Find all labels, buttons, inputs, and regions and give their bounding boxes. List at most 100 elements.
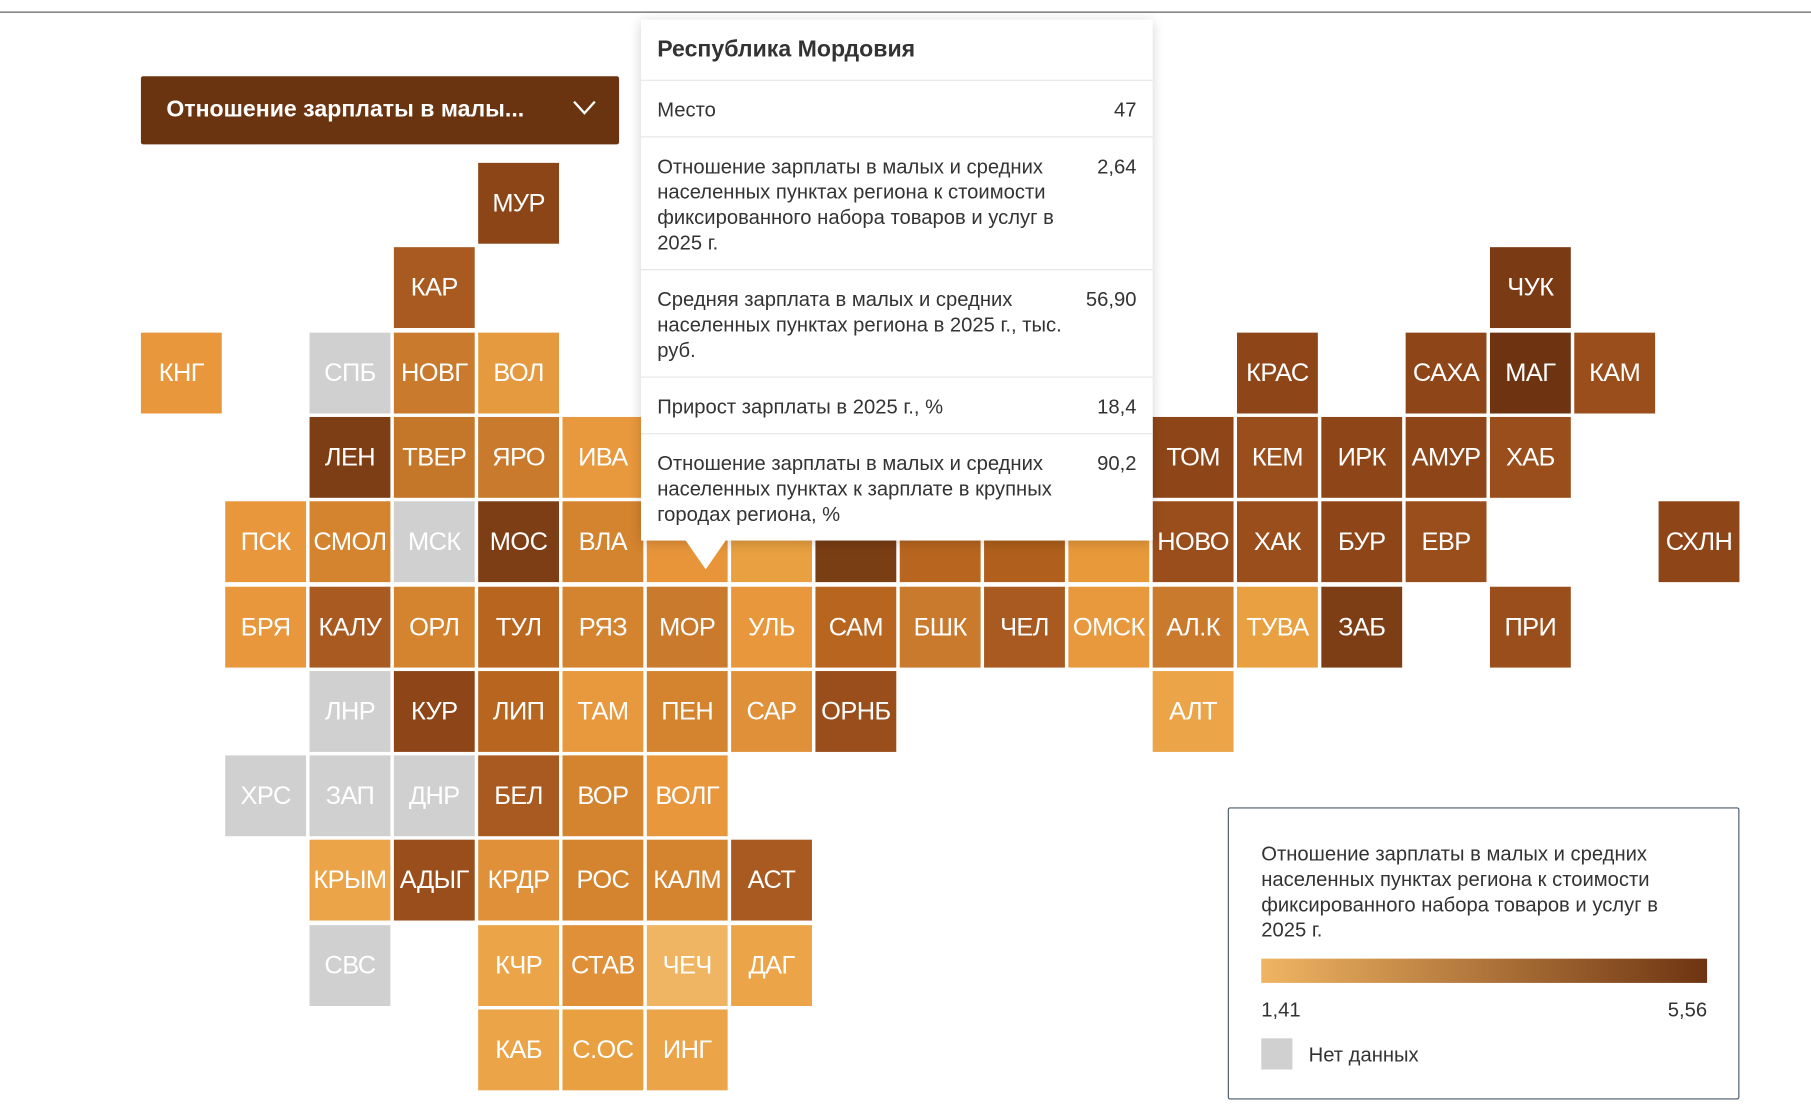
tooltip-row: Место 47 bbox=[641, 79, 1153, 137]
region-tile[interactable]: АЛТ bbox=[1152, 670, 1234, 752]
region-tile[interactable]: ЧЕЧ bbox=[646, 924, 728, 1006]
tooltip-row: Средняя зарплата в малых и средних насел… bbox=[641, 269, 1153, 376]
indicator-dropdown[interactable]: Отношение зарплаты в малы... bbox=[140, 76, 620, 145]
region-tile[interactable]: ВОЛ bbox=[478, 332, 560, 414]
region-tile[interactable]: РЯЗ bbox=[562, 586, 644, 668]
region-tile[interactable]: КАЛМ bbox=[646, 840, 728, 921]
region-tile[interactable]: ЛИП bbox=[478, 670, 560, 752]
region-code: РЯЗ bbox=[578, 611, 628, 641]
region-code: КРАС bbox=[1246, 357, 1309, 387]
region-tile[interactable]: КНГ bbox=[140, 332, 222, 414]
region-tile[interactable]: ТВЕР bbox=[393, 416, 475, 498]
region-tile[interactable]: ЛНР bbox=[309, 670, 391, 752]
region-code: КРДР bbox=[487, 865, 550, 895]
region-tile[interactable]: АДЫГ bbox=[393, 840, 475, 921]
region-tile[interactable]: С.ОС bbox=[562, 1009, 644, 1091]
region-tile[interactable]: САХА bbox=[1405, 332, 1487, 414]
region-tile[interactable]: ИВА bbox=[562, 416, 644, 498]
region-code: ЧУК bbox=[1507, 272, 1554, 302]
region-tile[interactable]: БШК bbox=[899, 586, 981, 668]
region-tile[interactable]: НОВО bbox=[1152, 501, 1234, 583]
region-tile[interactable]: КРАС bbox=[1237, 332, 1318, 414]
region-tile[interactable]: ОМСК bbox=[1068, 586, 1150, 668]
region-tile[interactable]: ЛЕН bbox=[309, 416, 391, 498]
region-code: САМ bbox=[828, 611, 884, 641]
region-tile[interactable]: ИРК bbox=[1321, 416, 1403, 498]
region-tile[interactable]: ТУЛ bbox=[478, 586, 560, 668]
region-tile[interactable]: КРЫМ bbox=[309, 840, 391, 921]
region-tile[interactable]: ХАК bbox=[1237, 501, 1318, 583]
region-tile[interactable]: КАМ bbox=[1574, 332, 1656, 414]
region-tile[interactable]: МОС bbox=[478, 501, 560, 583]
region-code: АСТ bbox=[747, 865, 796, 895]
region-tile[interactable]: БУР bbox=[1321, 501, 1403, 583]
region-code: КАМ bbox=[1589, 357, 1641, 387]
region-code: ОРНБ bbox=[821, 696, 891, 726]
tooltip-row-label: Отношение зарплаты в малых и средних нас… bbox=[657, 154, 1054, 255]
region-tile[interactable]: ЧУК bbox=[1489, 247, 1571, 329]
tooltip-row-value: 56,90 bbox=[1085, 287, 1137, 311]
legend-title: Отношение зарплаты в малых и средних нас… bbox=[1261, 841, 1658, 942]
region-tile[interactable]: ДНР bbox=[393, 755, 475, 837]
region-tile[interactable]: ВОР bbox=[562, 755, 644, 837]
region-tile[interactable]: МОР bbox=[646, 586, 728, 668]
region-tile[interactable]: ПЕН bbox=[646, 670, 728, 752]
region-tile[interactable]: ВОЛГ bbox=[646, 755, 728, 837]
region-tile[interactable]: ЗАП bbox=[309, 755, 391, 837]
region-tile[interactable]: УЛЬ bbox=[731, 586, 812, 668]
region-tile[interactable]: КАР bbox=[393, 247, 475, 329]
region-tile[interactable]: ПРИ bbox=[1489, 586, 1571, 668]
region-tile[interactable]: ДАГ bbox=[731, 924, 812, 1006]
region-code: АМУР bbox=[1411, 442, 1481, 472]
region-tile[interactable]: АСТ bbox=[731, 840, 812, 921]
region-tile[interactable]: СМОЛ bbox=[309, 501, 391, 583]
region-code: ЛНР bbox=[324, 696, 376, 726]
region-tile[interactable]: АМУР bbox=[1405, 416, 1487, 498]
region-tile[interactable]: СТАВ bbox=[562, 924, 644, 1006]
region-tile[interactable]: ТУВА bbox=[1237, 586, 1318, 668]
region-tile[interactable]: ОРЛ bbox=[393, 586, 475, 668]
region-tile[interactable]: АЛ.К bbox=[1152, 586, 1234, 668]
region-tile[interactable]: ЧЕЛ bbox=[984, 586, 1065, 668]
region-tile[interactable]: ВЛА bbox=[562, 501, 644, 583]
region-code: ВОЛ bbox=[493, 357, 544, 387]
region-tile[interactable]: КАБ bbox=[478, 1009, 560, 1091]
region-tile[interactable]: КЕМ bbox=[1237, 416, 1318, 498]
region-tile[interactable]: ЯРО bbox=[478, 416, 560, 498]
region-tile[interactable]: САМ bbox=[815, 586, 897, 668]
region-tile[interactable]: ОРНБ bbox=[815, 670, 897, 752]
tooltip-row: Прирост зарплаты в 2025 г., % 18,4 bbox=[641, 376, 1153, 434]
region-tile[interactable]: РОС bbox=[562, 840, 644, 921]
region-tile[interactable]: ЕВР bbox=[1405, 501, 1487, 583]
region-tile[interactable]: ЗАБ bbox=[1321, 586, 1403, 668]
region-tile[interactable]: ТАМ bbox=[562, 670, 644, 752]
region-tile[interactable]: СХЛН bbox=[1658, 501, 1740, 583]
region-tile[interactable]: МУР bbox=[478, 162, 560, 244]
region-tile[interactable]: БРЯ bbox=[225, 586, 307, 668]
region-tile[interactable]: ТОМ bbox=[1152, 416, 1234, 498]
region-tile[interactable]: ХРС bbox=[225, 755, 307, 837]
region-tile[interactable]: КЧР bbox=[478, 924, 560, 1006]
region-tile[interactable]: СВС bbox=[309, 924, 391, 1006]
region-tile[interactable]: САР bbox=[731, 670, 812, 752]
region-tile[interactable]: КАЛУ bbox=[309, 586, 391, 668]
region-tile[interactable]: МСК bbox=[393, 501, 475, 583]
region-tile[interactable]: КРДР bbox=[478, 840, 560, 921]
legend: Отношение зарплаты в малых и средних нас… bbox=[1227, 807, 1740, 1100]
region-tile[interactable]: ХАБ bbox=[1489, 416, 1571, 498]
region-code: ИНГ bbox=[662, 1034, 712, 1064]
region-tile[interactable]: МАГ bbox=[1489, 332, 1571, 414]
region-tile[interactable]: БЕЛ bbox=[478, 755, 560, 837]
region-tile[interactable]: НОВГ bbox=[393, 332, 475, 414]
region-code: КНГ bbox=[158, 357, 205, 387]
region-tile[interactable]: КУР bbox=[393, 670, 475, 752]
region-code: ХРС bbox=[240, 780, 292, 810]
region-tile[interactable]: ИНГ bbox=[646, 1009, 728, 1091]
region-code: КАБ bbox=[495, 1034, 542, 1064]
region-code: ОРЛ bbox=[409, 611, 460, 641]
region-tile[interactable]: ПСК bbox=[225, 501, 307, 583]
tooltip-row: Отношение зарплаты в малых и средних нас… bbox=[641, 433, 1153, 540]
tooltip: Республика Мордовия Место 47 Отношение зар… bbox=[641, 19, 1153, 570]
region-code: ТВЕР bbox=[402, 442, 467, 472]
region-tile[interactable]: СПБ bbox=[309, 332, 391, 414]
